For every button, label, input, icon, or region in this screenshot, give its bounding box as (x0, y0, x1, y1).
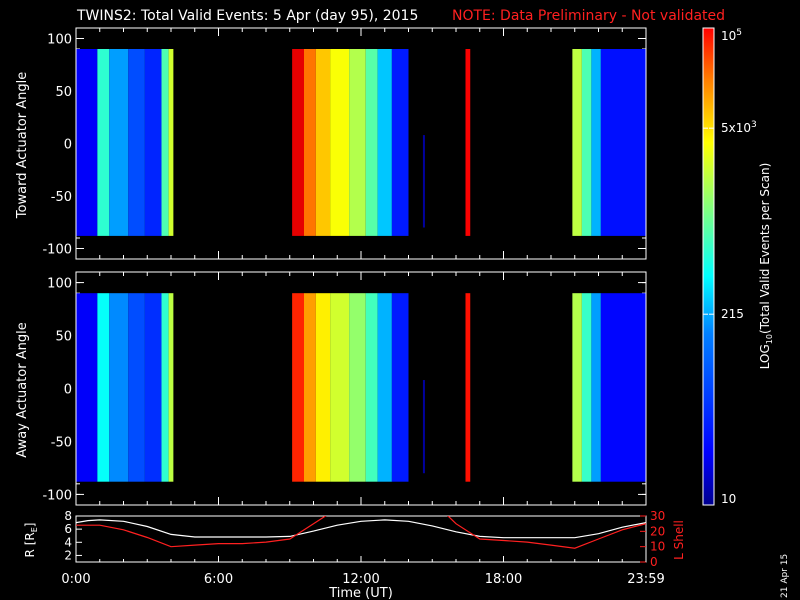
orbit-right-tick-label: 30 (650, 509, 665, 523)
toward-scan-block (465, 49, 471, 236)
orbit-left-tick-label: 8 (64, 509, 72, 523)
toward-heatmap (76, 49, 646, 236)
y-tick-label: 50 (55, 330, 72, 345)
orbit-left-tick-label: 2 (64, 548, 72, 562)
away-scan-block (349, 293, 366, 482)
away-scan-block (391, 293, 409, 482)
colorbar-tick-label: 5x103 (721, 120, 757, 135)
x-tick-label: 23:59 (627, 572, 664, 587)
away-heatmap (76, 293, 646, 482)
toward-scan-block (391, 49, 409, 236)
x-tick-label: 6:00 (204, 572, 233, 587)
toward-y-label: Toward Actuator Angle (15, 72, 30, 219)
colorbar-gradient (702, 27, 715, 506)
date-stamp: 21 Apr 15 (780, 554, 790, 598)
away-plot-frame (75, 271, 647, 506)
away-scan-spike (422, 380, 425, 474)
toward-scan-block (128, 49, 145, 236)
away-scan-block (128, 293, 145, 482)
y-tick-label: -50 (51, 190, 72, 205)
x-tick-label: 12:00 (342, 572, 379, 587)
away-scan-block (76, 293, 98, 482)
preliminary-note: NOTE: Data Preliminary - Not validated (452, 8, 725, 24)
toward-scan-block (76, 49, 98, 236)
orbit-right-tick-label: 20 (650, 524, 665, 538)
away-scan-block (581, 293, 592, 482)
away-scan-block (600, 293, 646, 482)
toward-scan-block (315, 49, 331, 236)
orbit-series-r (76, 519, 646, 539)
away-scan-block (377, 293, 392, 482)
toward-scan-block (349, 49, 366, 236)
orbit-right-tick-label: 10 (650, 540, 665, 554)
orbit-plot-frame (75, 515, 647, 563)
toward-scan-block (109, 49, 129, 236)
away-scan-block (365, 293, 378, 482)
y-tick-label: -100 (42, 488, 72, 503)
toward-scan-block (572, 49, 582, 236)
toward-scan-block (144, 49, 162, 236)
toward-scan-block (600, 49, 646, 236)
away-scan-block (304, 293, 316, 482)
toward-scan-block (377, 49, 392, 236)
toward-scan-block (168, 49, 174, 236)
y-tick-label: 50 (55, 85, 72, 100)
toward-scan-block (304, 49, 316, 236)
y-tick-label: 0 (64, 383, 72, 398)
away-scan-block (168, 293, 174, 482)
away-scan-block (572, 293, 582, 482)
toward-scan-block (591, 49, 601, 236)
away-scan-block (97, 293, 110, 482)
x-tick-label: 18:00 (485, 572, 522, 587)
y-tick-label: -50 (51, 435, 72, 450)
toward-scan-block (161, 49, 169, 236)
x-tick-label: 0:00 (61, 572, 90, 587)
away-scan-block (330, 293, 350, 482)
y-tick-label: 100 (47, 33, 72, 48)
orbit-left-tick-label: 6 (64, 522, 72, 536)
colorbar-tick-label: 105 (721, 28, 742, 43)
colorbar-tick-label: 10 (721, 492, 736, 506)
away-y-label: Away Actuator Angle (15, 322, 30, 457)
away-scan-block (591, 293, 601, 482)
toward-scan-block (97, 49, 110, 236)
y-tick-label: -100 (42, 243, 72, 258)
toward-scan-block (292, 49, 304, 236)
y-tick-label: 0 (64, 138, 72, 153)
toward-scan-spike (422, 135, 425, 228)
orbit-series-lshell (76, 516, 646, 549)
x-axis-label: Time (UT) (328, 586, 393, 600)
orbit-right-tick-label: 0 (650, 555, 658, 569)
away-scan-block (144, 293, 162, 482)
away-scan-block (109, 293, 129, 482)
orbit-right-label: L Shell (672, 520, 686, 560)
away-scan-block (292, 293, 304, 482)
away-scan-block (161, 293, 169, 482)
toward-scan-block (365, 49, 378, 236)
y-tick-label: 100 (47, 277, 72, 292)
away-scan-block (465, 293, 471, 482)
toward-plot-frame (75, 27, 647, 260)
orbit-left-label: R [RE] (23, 523, 39, 558)
colorbar-tick-label: 215 (721, 307, 744, 321)
colorbar-label: LOG10(Total Valid Events per Scan) (758, 163, 774, 370)
colorbar: 105 5x103 215 10 LOG10(Total Valid Events p… (702, 27, 774, 506)
away-scan-block (315, 293, 331, 482)
toward-scan-block (330, 49, 350, 236)
orbit-left-tick-label: 4 (64, 535, 72, 549)
toward-scan-block (581, 49, 592, 236)
chart-title: TWINS2: Total Valid Events: 5 Apr (day 9… (76, 8, 418, 24)
